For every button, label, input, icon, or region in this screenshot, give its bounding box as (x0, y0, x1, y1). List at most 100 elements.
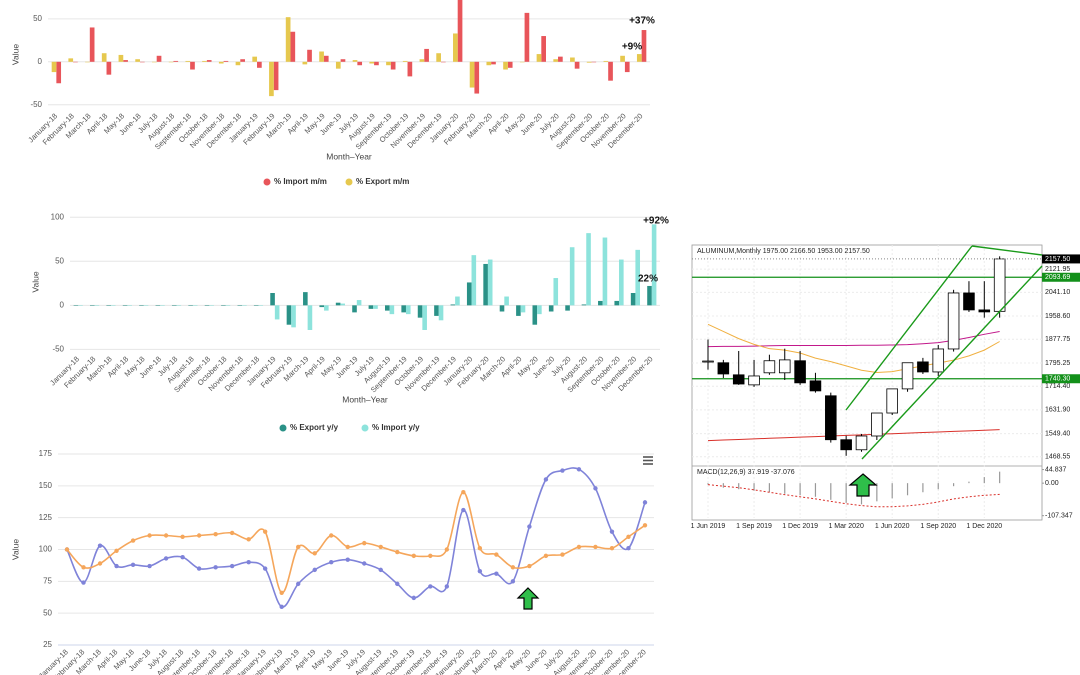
marker (494, 552, 499, 557)
bar (106, 61, 112, 75)
last-price-label: 2157.50 (1045, 256, 1070, 263)
bar (466, 282, 472, 306)
y-tick-label: 1795.25 (1045, 360, 1070, 367)
bar (221, 305, 226, 306)
indicator-line (707, 429, 1000, 442)
bar (389, 305, 395, 315)
y-tick-label: 25 (43, 640, 52, 649)
y-axis-title: Value (10, 539, 20, 560)
marker (593, 544, 598, 550)
bar (373, 305, 378, 309)
marker (312, 567, 317, 573)
y-tick-label: -50 (52, 344, 64, 353)
y-tick-label: 100 (51, 212, 65, 221)
bar (185, 60, 191, 62)
signal-line (707, 484, 1000, 508)
bar (368, 305, 374, 309)
candle-body (763, 360, 776, 374)
marker (461, 507, 466, 513)
bar (356, 300, 362, 306)
bar (434, 305, 439, 316)
bar (173, 60, 179, 62)
legend-swatch (361, 424, 369, 432)
y-tick-label: 125 (39, 513, 53, 522)
marker (362, 561, 367, 566)
bar (101, 53, 107, 62)
marker (543, 477, 549, 482)
bar (553, 59, 559, 62)
x-tick-label: 1 Dec 2019 (782, 523, 818, 530)
candle-body (855, 435, 868, 451)
marker (229, 563, 235, 569)
bar (537, 305, 542, 315)
bar (619, 259, 624, 306)
bar (603, 60, 609, 62)
legend-label: % Export m/m (356, 177, 409, 186)
y-axis-title: Value (10, 44, 20, 65)
bar (51, 61, 57, 73)
bar (192, 305, 198, 306)
bar (286, 305, 292, 325)
bar (240, 59, 245, 62)
marker (593, 486, 598, 491)
bar (152, 61, 157, 63)
marker (180, 554, 185, 560)
marker (163, 533, 169, 538)
bar (302, 61, 308, 65)
marker (246, 537, 251, 542)
x-axis-title: Month–Year (326, 151, 372, 161)
y-tick-label: 150 (39, 481, 53, 490)
marker (642, 523, 648, 528)
bar (252, 56, 258, 62)
bar (635, 249, 641, 306)
marker (378, 567, 383, 573)
marker (196, 533, 202, 538)
marker (494, 571, 499, 576)
marker (97, 543, 103, 548)
bar (190, 61, 195, 70)
bar (269, 61, 274, 97)
candle-body (717, 362, 730, 375)
bar (89, 27, 95, 62)
marker (130, 538, 136, 543)
bar (319, 305, 325, 308)
marker (329, 560, 334, 565)
x-axis-title: Month–Year (342, 394, 388, 404)
bar (85, 61, 90, 63)
marker (362, 540, 367, 546)
bar (156, 55, 162, 62)
marker (395, 581, 400, 587)
bar (352, 60, 358, 62)
marker (97, 561, 103, 566)
bar (176, 305, 182, 306)
bar (532, 305, 538, 325)
legend-label: % Import y/y (372, 423, 420, 432)
bar (524, 12, 530, 62)
candle-body (748, 375, 760, 386)
candle-body (871, 412, 883, 437)
marker (609, 529, 615, 534)
marker (477, 546, 483, 551)
marker (296, 581, 301, 587)
y-tick-label: 2121.95 (1045, 266, 1070, 273)
bar (160, 305, 165, 306)
bar (323, 55, 329, 62)
marker (461, 490, 466, 495)
bar (237, 305, 243, 306)
bar (273, 61, 279, 91)
bar (602, 237, 608, 306)
candle-body (825, 395, 837, 441)
bar (335, 302, 341, 306)
bar (548, 305, 554, 312)
menu-icon[interactable] (643, 456, 653, 465)
bar (225, 305, 231, 306)
bar (352, 305, 357, 313)
bar (335, 61, 341, 69)
y-tick-label: 44.837 (1045, 466, 1067, 473)
y-tick-label: 1958.60 (1045, 313, 1070, 320)
marker (262, 529, 268, 534)
marker (527, 563, 532, 569)
marker (576, 544, 582, 550)
candle-body (963, 292, 975, 311)
marker (163, 556, 169, 561)
